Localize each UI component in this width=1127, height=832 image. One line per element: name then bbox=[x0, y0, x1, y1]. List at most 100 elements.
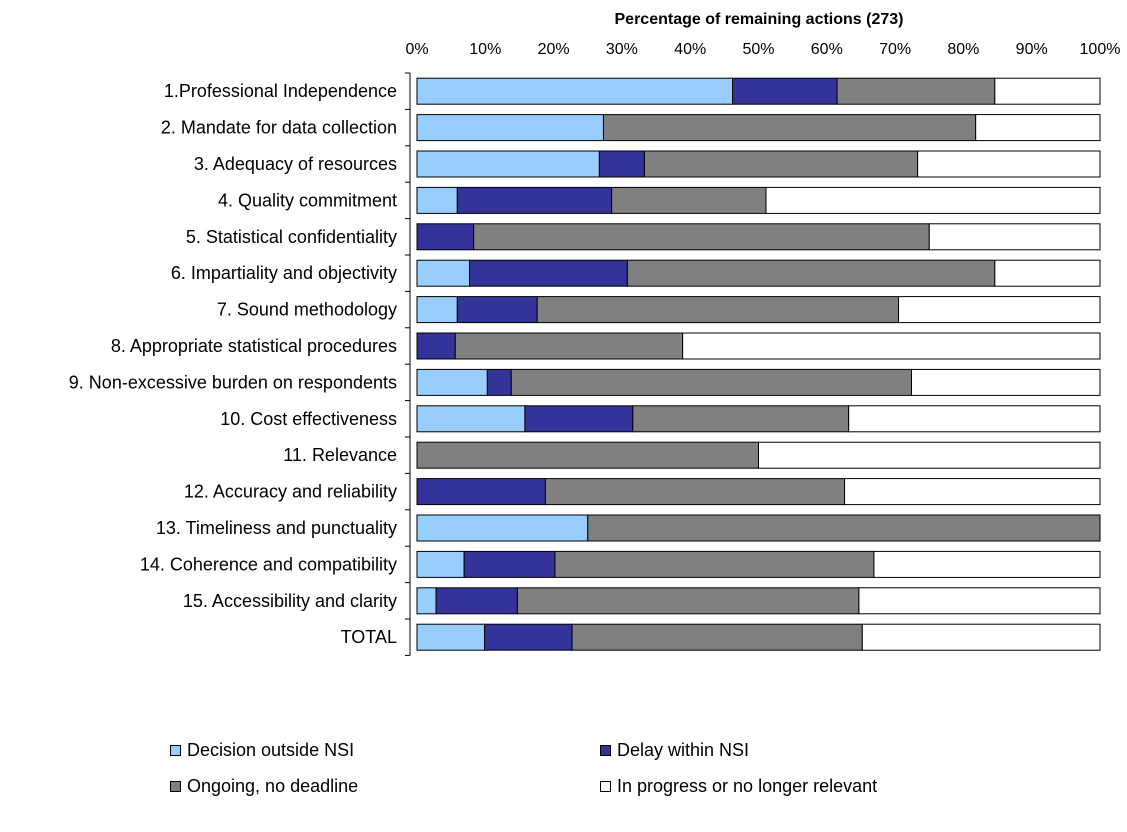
legend-swatch bbox=[600, 781, 611, 792]
bar-segment bbox=[416, 77, 734, 105]
legend-item-decision-outside-nsi: Decision outside NSI bbox=[170, 740, 354, 761]
y-axis: 1.Professional Independence 2. Mandate fo… bbox=[69, 72, 411, 656]
bar-segment bbox=[416, 332, 456, 360]
legend-swatch bbox=[170, 781, 181, 792]
x-tick-label: 90% bbox=[1016, 41, 1048, 58]
bar-segment bbox=[848, 405, 1101, 433]
legend-label: Ongoing, no deadline bbox=[187, 776, 359, 796]
bar-segment bbox=[587, 514, 1101, 542]
legend-label: Decision outside NSI bbox=[187, 740, 355, 760]
x-tick-label: 20% bbox=[538, 41, 570, 58]
bar-segment bbox=[836, 77, 996, 105]
bar-segment bbox=[416, 296, 458, 324]
legend-swatch bbox=[170, 745, 181, 756]
legend-label: In progress or no longer relevant bbox=[617, 776, 878, 796]
bar-segment bbox=[544, 478, 846, 506]
bar-segment bbox=[611, 186, 767, 214]
legend-label: Delay within NSI bbox=[617, 740, 750, 760]
bar-segment bbox=[861, 623, 1101, 651]
bar-segment bbox=[626, 259, 996, 287]
category-label: 5. Statistical confidentiality bbox=[186, 227, 397, 247]
bar-segment bbox=[975, 114, 1101, 142]
bar-segment bbox=[486, 368, 512, 396]
legend-swatch bbox=[600, 745, 611, 756]
category-label: TOTAL bbox=[341, 627, 397, 647]
x-tick-label: 0% bbox=[405, 41, 428, 58]
bar-segment bbox=[858, 587, 1101, 615]
bar-segment bbox=[536, 296, 900, 324]
x-tick-label: 70% bbox=[879, 41, 911, 58]
bar-segment bbox=[917, 150, 1101, 178]
bar-segment bbox=[571, 623, 863, 651]
category-label: 12. Accuracy and reliability bbox=[184, 482, 397, 502]
bar-segment bbox=[643, 150, 919, 178]
legend-item-delay-within-nsi: Delay within NSI bbox=[600, 740, 749, 761]
bar-segment bbox=[732, 77, 838, 105]
x-tick-label: 50% bbox=[742, 41, 774, 58]
x-tick-label: 80% bbox=[947, 41, 979, 58]
bar-segment bbox=[416, 223, 475, 251]
category-label: 6. Impartiality and objectivity bbox=[171, 263, 397, 283]
chart-title: Percentage of remaining actions (273) bbox=[615, 11, 904, 28]
bar-segment bbox=[873, 550, 1101, 578]
bar-segment bbox=[469, 259, 628, 287]
bars bbox=[416, 77, 1101, 651]
category-label: 9. Non-excessive burden on respondents bbox=[69, 372, 397, 392]
bar-segment bbox=[632, 405, 850, 433]
category-label: 4. Quality commitment bbox=[218, 190, 397, 210]
bar-segment bbox=[844, 478, 1101, 506]
bar-segment bbox=[910, 368, 1101, 396]
bar-segment bbox=[435, 587, 518, 615]
bar-segment bbox=[484, 623, 573, 651]
bar-segment bbox=[510, 368, 912, 396]
x-tick-label: 30% bbox=[606, 41, 638, 58]
bar-segment bbox=[454, 332, 684, 360]
x-tick-label: 100% bbox=[1080, 41, 1121, 58]
category-label: 2. Mandate for data collection bbox=[161, 118, 397, 138]
bar-segment bbox=[524, 405, 634, 433]
x-tick-label: 60% bbox=[811, 41, 843, 58]
bar-segment bbox=[473, 223, 930, 251]
category-label: 13. Timeliness and punctuality bbox=[156, 518, 397, 538]
bar-segment bbox=[416, 186, 458, 214]
bar-segment bbox=[758, 441, 1101, 469]
bar-segment bbox=[416, 550, 465, 578]
category-label: 3. Adequacy of resources bbox=[194, 154, 397, 174]
bar-segment bbox=[416, 405, 526, 433]
bar-segment bbox=[416, 478, 546, 506]
x-axis: 0% 10% 20% 30% 40% 50% 60% 70% 80% 90% 100% bbox=[405, 41, 1120, 58]
bar-segment bbox=[994, 77, 1101, 105]
bar-segment bbox=[416, 368, 488, 396]
category-label: 14. Coherence and compatibility bbox=[140, 554, 397, 574]
bar-segment bbox=[554, 550, 875, 578]
bar-segment bbox=[416, 114, 604, 142]
x-tick-label: 40% bbox=[674, 41, 706, 58]
category-label: 15. Accessibility and clarity bbox=[183, 591, 397, 611]
legend-item-in-progress: In progress or no longer relevant bbox=[600, 776, 877, 797]
category-label: 8. Appropriate statistical procedures bbox=[111, 336, 397, 356]
bar-segment bbox=[416, 587, 437, 615]
bar-segment bbox=[416, 514, 589, 542]
bar-segment bbox=[416, 623, 486, 651]
category-label: 10. Cost effectiveness bbox=[220, 409, 397, 429]
category-label: 7. Sound methodology bbox=[217, 300, 397, 320]
bar-segment bbox=[456, 296, 538, 324]
bar-segment bbox=[598, 150, 645, 178]
bar-segment bbox=[682, 332, 1101, 360]
bar-segment bbox=[516, 587, 860, 615]
category-label: 11. Relevance bbox=[283, 445, 397, 465]
bar-segment bbox=[765, 186, 1101, 214]
bar-segment bbox=[416, 441, 759, 469]
bar-segment bbox=[463, 550, 556, 578]
bar-segment bbox=[416, 259, 471, 287]
bar-segment bbox=[602, 114, 977, 142]
bar-segment bbox=[928, 223, 1101, 251]
bar-segment bbox=[898, 296, 1101, 324]
category-label: 1.Professional Independence bbox=[164, 81, 397, 101]
x-tick-label: 10% bbox=[469, 41, 501, 58]
legend-item-ongoing-no-deadline: Ongoing, no deadline bbox=[170, 776, 358, 797]
bar-segment bbox=[994, 259, 1101, 287]
bar-segment bbox=[456, 186, 613, 214]
bar-segment bbox=[416, 150, 600, 178]
